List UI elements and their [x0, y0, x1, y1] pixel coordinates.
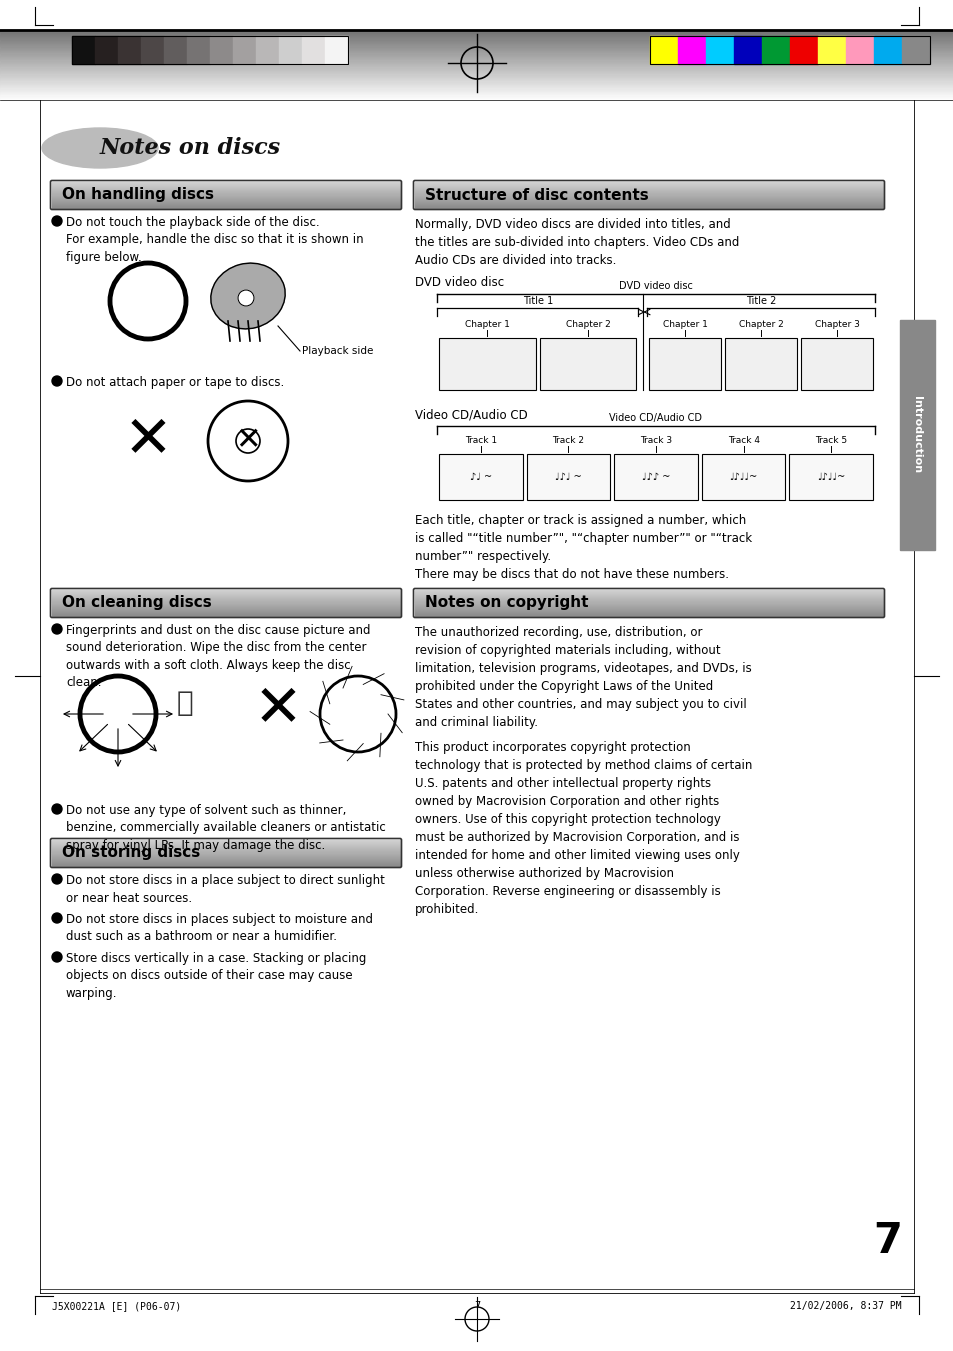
Ellipse shape	[42, 128, 158, 168]
Text: Do not use any type of solvent such as thinner,
benzine, commercially available : Do not use any type of solvent such as t…	[66, 804, 385, 852]
Bar	[278, 36, 302, 63]
Text: Chapter 2: Chapter 2	[565, 320, 610, 330]
Text: Fingerprints and dust on the disc cause picture and
sound deterioration. Wipe th: Fingerprints and dust on the disc cause …	[66, 624, 370, 689]
Text: Notes on copyright: Notes on copyright	[424, 596, 588, 611]
Circle shape	[52, 624, 62, 634]
Text: Track 5: Track 5	[814, 436, 846, 444]
Bar	[210, 36, 233, 63]
Bar	[255, 36, 278, 63]
Text: ♩♪♪ ~: ♩♪♪ ~	[641, 471, 670, 482]
Text: Chapter 1: Chapter 1	[662, 320, 707, 330]
Text: Each title, chapter or track is assigned a number, which
is called "“title numbe: Each title, chapter or track is assigned…	[415, 513, 751, 581]
Bar	[801, 338, 872, 390]
Bar	[539, 338, 636, 390]
Circle shape	[52, 216, 62, 226]
Text: ✕: ✕	[124, 411, 172, 467]
Text: Chapter 1: Chapter 1	[464, 320, 509, 330]
Text: Track 4: Track 4	[727, 436, 759, 444]
Text: 21/02/2006, 8:37 PM: 21/02/2006, 8:37 PM	[789, 1301, 901, 1310]
Bar	[649, 36, 929, 63]
Bar	[71, 36, 348, 63]
Text: 7: 7	[872, 1220, 901, 1262]
Circle shape	[52, 952, 62, 962]
Bar	[724, 338, 797, 390]
Text: ✕: ✕	[253, 681, 302, 738]
Text: Normally, DVD video discs are divided into titles, and
the titles are sub-divide: Normally, DVD video discs are divided in…	[415, 218, 739, 267]
Text: ♪♩ ~: ♪♩ ~	[469, 471, 492, 482]
Text: Video CD/Audio CD: Video CD/Audio CD	[609, 413, 701, 423]
Bar	[233, 36, 255, 63]
Text: Structure of disc contents: Structure of disc contents	[424, 188, 648, 203]
Text: The unauthorized recording, use, distribution, or
revision of copyrighted materi: The unauthorized recording, use, distrib…	[415, 626, 751, 730]
Bar	[733, 36, 761, 63]
Text: J5X00221A [E] (P06-07): J5X00221A [E] (P06-07)	[52, 1301, 181, 1310]
Bar	[705, 36, 733, 63]
Text: Store discs vertically in a case. Stacking or placing
objects on discs outside o: Store discs vertically in a case. Stacki…	[66, 952, 366, 1000]
Bar	[118, 36, 141, 63]
Text: ♩♪♩♩~: ♩♪♩♩~	[729, 471, 757, 482]
Text: Track 1: Track 1	[464, 436, 497, 444]
Text: Introduction: Introduction	[911, 396, 922, 474]
Bar	[438, 338, 536, 390]
Bar	[788, 454, 872, 500]
Text: DVD video disc: DVD video disc	[415, 276, 503, 289]
Bar	[649, 338, 720, 390]
Text: Do not store discs in a place subject to direct sunlight
or near heat sources.: Do not store discs in a place subject to…	[66, 874, 384, 905]
Text: DVD video disc: DVD video disc	[618, 281, 692, 290]
Circle shape	[52, 376, 62, 386]
Bar	[164, 36, 187, 63]
Bar	[701, 454, 784, 500]
Text: This product incorporates copyright protection
technology that is protected by m: This product incorporates copyright prot…	[415, 740, 752, 916]
Text: Track 2: Track 2	[552, 436, 584, 444]
Bar	[71, 36, 95, 63]
Circle shape	[52, 804, 62, 815]
Text: Do not touch the playback side of the disc.
For example, handle the disc so that: Do not touch the playback side of the di…	[66, 216, 363, 263]
Text: 🖐: 🖐	[176, 689, 193, 717]
Bar	[649, 36, 678, 63]
Ellipse shape	[211, 263, 285, 328]
Text: Track 3: Track 3	[639, 436, 671, 444]
Circle shape	[52, 913, 62, 923]
Text: Chapter 3: Chapter 3	[814, 320, 859, 330]
Text: Chapter 2: Chapter 2	[738, 320, 782, 330]
Bar	[325, 36, 348, 63]
Bar	[845, 36, 873, 63]
Text: Title 2: Title 2	[745, 296, 776, 305]
Text: Notes on discs: Notes on discs	[99, 136, 280, 159]
Text: Title 1: Title 1	[522, 296, 553, 305]
Bar	[678, 36, 705, 63]
Text: ✕: ✕	[235, 427, 260, 455]
Bar	[899, 320, 934, 550]
Bar	[95, 36, 118, 63]
Circle shape	[52, 874, 62, 884]
Bar	[141, 36, 164, 63]
Text: Do not store discs in places subject to moisture and
dust such as a bathroom or : Do not store discs in places subject to …	[66, 913, 373, 943]
Bar	[438, 454, 522, 500]
Text: Do not attach paper or tape to discs.: Do not attach paper or tape to discs.	[66, 376, 284, 389]
Text: On cleaning discs: On cleaning discs	[62, 596, 212, 611]
Bar	[761, 36, 789, 63]
Bar	[302, 36, 325, 63]
Text: Video CD/Audio CD: Video CD/Audio CD	[415, 408, 527, 422]
Bar	[789, 36, 817, 63]
Text: Playback side: Playback side	[302, 346, 373, 357]
Bar	[873, 36, 901, 63]
Text: ♩♪♩ ~: ♩♪♩ ~	[555, 471, 581, 482]
Bar	[526, 454, 610, 500]
Bar	[614, 454, 697, 500]
Text: On storing discs: On storing discs	[62, 846, 200, 861]
Text: On handling discs: On handling discs	[62, 188, 213, 203]
Bar	[187, 36, 210, 63]
Bar	[817, 36, 845, 63]
Circle shape	[237, 290, 253, 305]
Text: 7: 7	[474, 1301, 479, 1310]
Bar	[901, 36, 929, 63]
Text: ♩♪♩♩~: ♩♪♩♩~	[816, 471, 844, 482]
